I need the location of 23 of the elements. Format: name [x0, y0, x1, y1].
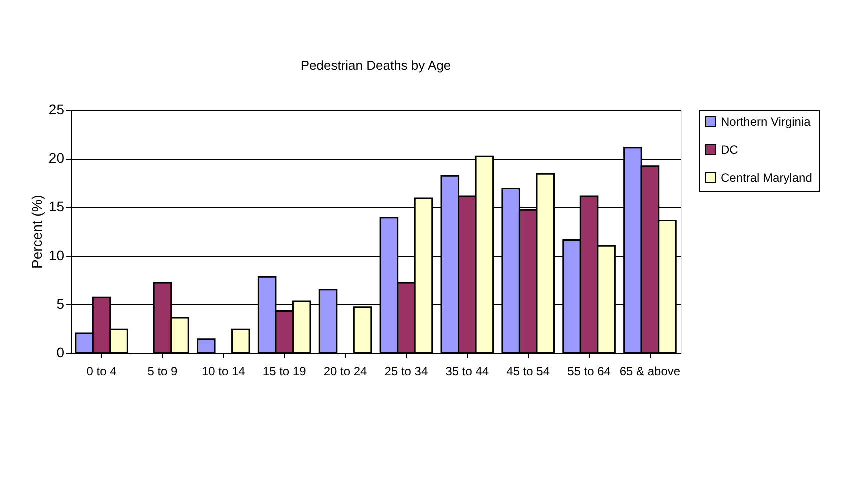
- chart-title: Pedestrian Deaths by Age: [300, 58, 452, 73]
- x-tick-label: 35 to 44: [446, 364, 490, 378]
- x-tick-label: 0 to 4: [86, 364, 118, 378]
- y-tick-label: 15: [48, 198, 65, 215]
- x-tick-label: 25 to 34: [384, 364, 428, 378]
- legend-label: Northern Virginia: [721, 115, 812, 129]
- bar: [232, 328, 250, 354]
- x-tick-label: 65 & above: [620, 364, 681, 378]
- x-tick-label: 20 to 24: [324, 364, 368, 378]
- y-tick-label: 10: [48, 247, 65, 264]
- y-tick-label: 20: [48, 150, 65, 166]
- legend-label: DC: [721, 143, 739, 157]
- legend-label: Central Maryland: [721, 171, 812, 185]
- x-tick-label: 5 to 9: [148, 364, 178, 378]
- bar: [197, 338, 216, 354]
- x-tick-label: 55 to 64: [568, 364, 612, 378]
- y-axis-title: Percent (%): [28, 195, 45, 269]
- y-tick-label: 5: [56, 296, 65, 312]
- x-tick-label: 10 to 14: [202, 364, 246, 378]
- y-tick-label: 25: [48, 102, 65, 118]
- x-tick-label: 15 to 19: [262, 364, 307, 378]
- y-tick-label: 0: [56, 344, 65, 360]
- x-tick-label: 45 to 54: [506, 364, 550, 378]
